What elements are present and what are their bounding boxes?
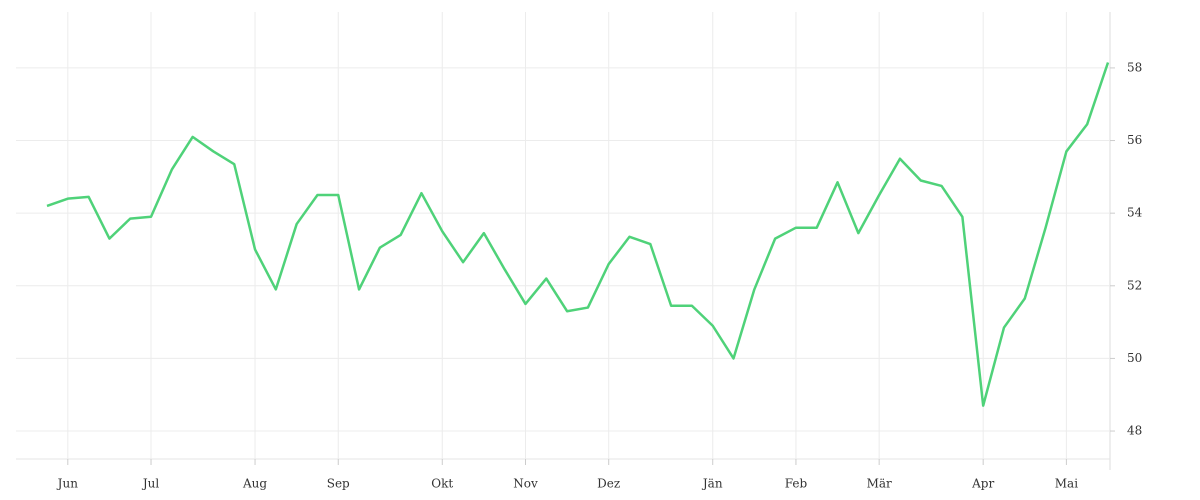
x-tick-label: Mai: [1055, 477, 1078, 491]
x-tick-label: Feb: [785, 477, 808, 491]
line-series: [46, 62, 1110, 407]
x-tick-label: Dez: [597, 477, 620, 491]
x-tick-label: Apr: [971, 477, 994, 491]
y-tick-label: 52: [1127, 278, 1142, 292]
y-tick-label: 50: [1127, 351, 1142, 365]
x-tick-label: Jul: [141, 477, 160, 491]
x-tick-label: Jän: [701, 477, 723, 491]
x-tick-label: Nov: [513, 477, 538, 491]
x-tick-label: Aug: [242, 477, 267, 491]
x-tick-label: Okt: [431, 477, 453, 491]
y-tick-label: 56: [1127, 133, 1142, 147]
x-tick-label: Jun: [56, 477, 79, 491]
y-tick-label: 58: [1127, 60, 1142, 74]
x-tick-label: Sep: [327, 477, 350, 491]
x-tick-label: Mär: [867, 477, 892, 491]
y-tick-label: 48: [1127, 424, 1142, 438]
y-tick-label: 54: [1127, 206, 1143, 220]
